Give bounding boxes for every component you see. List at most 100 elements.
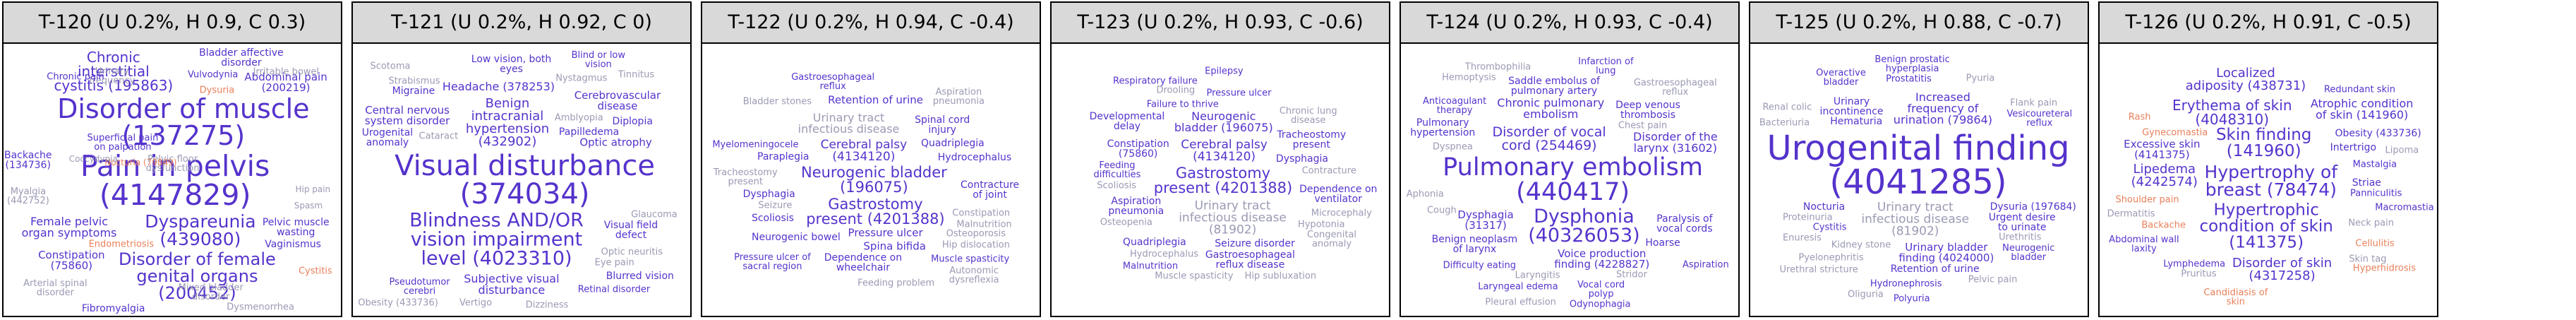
cloud-term-line: Cellulitis [2355,238,2395,249]
cloud-term-line: polyp [1588,288,1614,300]
cloud-term-line: infectious disease [1861,212,1970,227]
cloud-term-line: Vulvodynia [188,69,239,81]
cloud-term-line: (81902) [1891,224,1939,239]
cloud-term: Gastrostomy present (4201388) [806,197,944,227]
cloud-term-line: hypertension [465,121,550,136]
cloud-term-line: of larynx [1452,244,1497,256]
cloud-term: Cerebral palsy (4134120) [1181,138,1268,163]
cloud-term-line: pulmonary artery [1510,85,1598,97]
cloud-term: Pressure ulcer [1206,89,1271,98]
cloud-term-line: infectious disease [1179,211,1287,225]
cloud-term: Hip pain [295,185,330,194]
cloud-term-line: Disorder of skin [2232,255,2333,271]
cloud-term-line: Scoliosis [751,213,794,225]
cloud-term: Dysphagia (31317) [1457,210,1513,231]
cloud-term-line: (374034) [459,177,590,211]
cloud-term: Laryngeal edema [1478,282,1558,291]
cloud-term-line: thrombosis [1620,109,1675,121]
cloud-term-line: Migraine [392,85,435,97]
cloud-term: Vertigo [459,298,492,307]
cloud-term-line: Feeding problem [857,278,935,289]
cloud-term: Central nervous system disorder [365,105,450,126]
cloud-term-line: Subjective visual [464,271,560,285]
cloud-term: Pressure ulcer of sacral region [734,253,811,271]
cloud-term-line: Abdominal wall [2109,234,2179,245]
cloud-term-line: Scoliosis [1097,180,1136,191]
cloud-term: Polyuria [1894,295,1930,304]
cloud-term: Chronic interstitial cystitis (195863) [54,50,173,93]
cloud-term-line: Urinary tract [1877,200,1954,215]
cloud-term-line: Aphonia [1406,189,1444,200]
cloud-term-line: Neurogenic bladder [800,164,947,182]
cloud-term-line: Dermatitis [2107,208,2155,220]
cloud-term: Redundant skin [2324,85,2395,95]
cloud-term: Pulmonary hypertension [1410,118,1475,138]
cloud-term-line: Shoulder pain [2115,194,2179,206]
cloud-term: Cough [1427,206,1457,215]
cloud-term: Optic atrophy [579,137,651,148]
cloud-term-line: Cough [1426,205,1457,216]
cloud-term-line: Constipation [952,208,1011,219]
cloud-term: Vulvodynia [188,70,238,79]
cloud-term: Urinary bladder finding (4024000) [1898,242,1994,263]
cloud-term-line: Panniculitis [2349,188,2402,199]
cloud-term-line: Vesicoureteral [2006,108,2073,119]
cloud-term: Urogenital finding (4041285) [1767,131,2069,199]
cloud-term: Atrophic condition of skin (141960) [2311,98,2414,121]
cloud-term-line: Dependence on [824,252,903,264]
cloud-term-line: Excessive skin [2124,137,2201,150]
cloud-term-line: Localized [2216,66,2275,81]
cloud-term: Disorder of female genital organs (200452) [119,251,276,302]
cloud-term-line: reflux [2026,117,2053,129]
cloud-term-line: on palpation [94,142,152,153]
cloud-term-line: Proteinuria [1782,212,1833,223]
panel-cloud: Pain in pelvis (4147829) Disorder of muscl… [4,44,341,316]
cloud-term-line: Visual disturbance [395,149,655,182]
cloud-term-line: larynx (31602) [1633,141,1718,155]
cloud-term-line: infectious disease [798,122,900,136]
cloud-term: Quadriplegia [921,138,985,148]
cloud-term: Hematuria [1830,117,1882,126]
cloud-term-line: (31317) [1464,219,1507,232]
cloud-term-line: Congenital [1306,230,1357,241]
cloud-term: Endometriosis [89,239,155,249]
cloud-term-line: Pressure ulcer [1206,88,1272,99]
cloud-term: Dysphonia (40326053) [1528,207,1640,245]
cloud-term: Pleural effusion [1485,298,1556,307]
cloud-term-line: intracranial [471,108,544,124]
cloud-term: Irritable bowel [253,68,319,77]
cloud-term-line: dysfunction [145,162,200,174]
cloud-term-line: Polyuria [1893,293,1930,304]
cloud-term-line: Seizure [758,200,793,211]
cloud-term-line: Gastroesophageal [1633,77,1717,88]
cloud-term-line: Bladder stones [742,96,812,107]
cloud-term-line: Chronic lung [1279,105,1337,117]
cloud-term: Kidney stone [1831,241,1891,250]
cloud-term-line: Pleural effusion [1485,297,1556,308]
cloud-term-line: Developmental [1089,111,1165,123]
cloud-term: Shoulder pain [2116,196,2179,205]
cloud-term-line: Disorder of the [1633,130,1718,144]
cloud-term: Hydronephrosis [1870,280,1942,289]
cloud-term-line: Spasm [294,200,323,211]
cloud-term-line: wasting [276,227,315,239]
cloud-term-line: Retention of urine [1890,263,1980,275]
cloud-term: Lymphedema [2163,260,2225,269]
cloud-term-line: Tinnitus [618,69,655,81]
cloud-term-line: Intertrigo [2330,141,2377,153]
cloud-term: Hemoptysis [1442,73,1496,83]
cloud-term-line: Cerebrovascular [574,88,661,102]
cloud-term: Urogenital anomaly [362,128,413,148]
cloud-term-line: Chronic pain [47,71,104,83]
cloud-term: Oliguria [1848,290,1884,299]
cloud-term-line: (4242574) [2131,174,2198,190]
cloud-term: Muscle spasticity [1155,271,1233,280]
wordcloud-panel: T-126 (U 0.2%, H 0.91, C -0.5) Hypertroph… [2098,1,2438,317]
cloud-term: Renal colic [1762,103,1812,112]
cloud-term-line: Gastroesophageal [1205,249,1295,261]
cloud-term: Spina bifida [863,241,926,252]
cloud-term: Nystagmus [555,73,607,83]
cloud-term: Dyspnea [1433,143,1473,152]
cloud-term-line: Neurogenic bowel [751,232,841,244]
cloud-term-line: Fibromyalgia [81,302,145,314]
